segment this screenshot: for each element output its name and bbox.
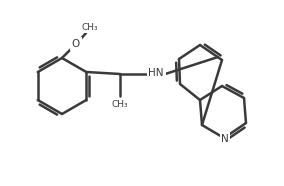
Text: CH₃: CH₃ [112, 100, 129, 108]
Text: N: N [221, 134, 229, 144]
Text: HN: HN [149, 68, 164, 78]
Text: CH₃: CH₃ [82, 23, 98, 31]
Text: O: O [72, 39, 80, 49]
